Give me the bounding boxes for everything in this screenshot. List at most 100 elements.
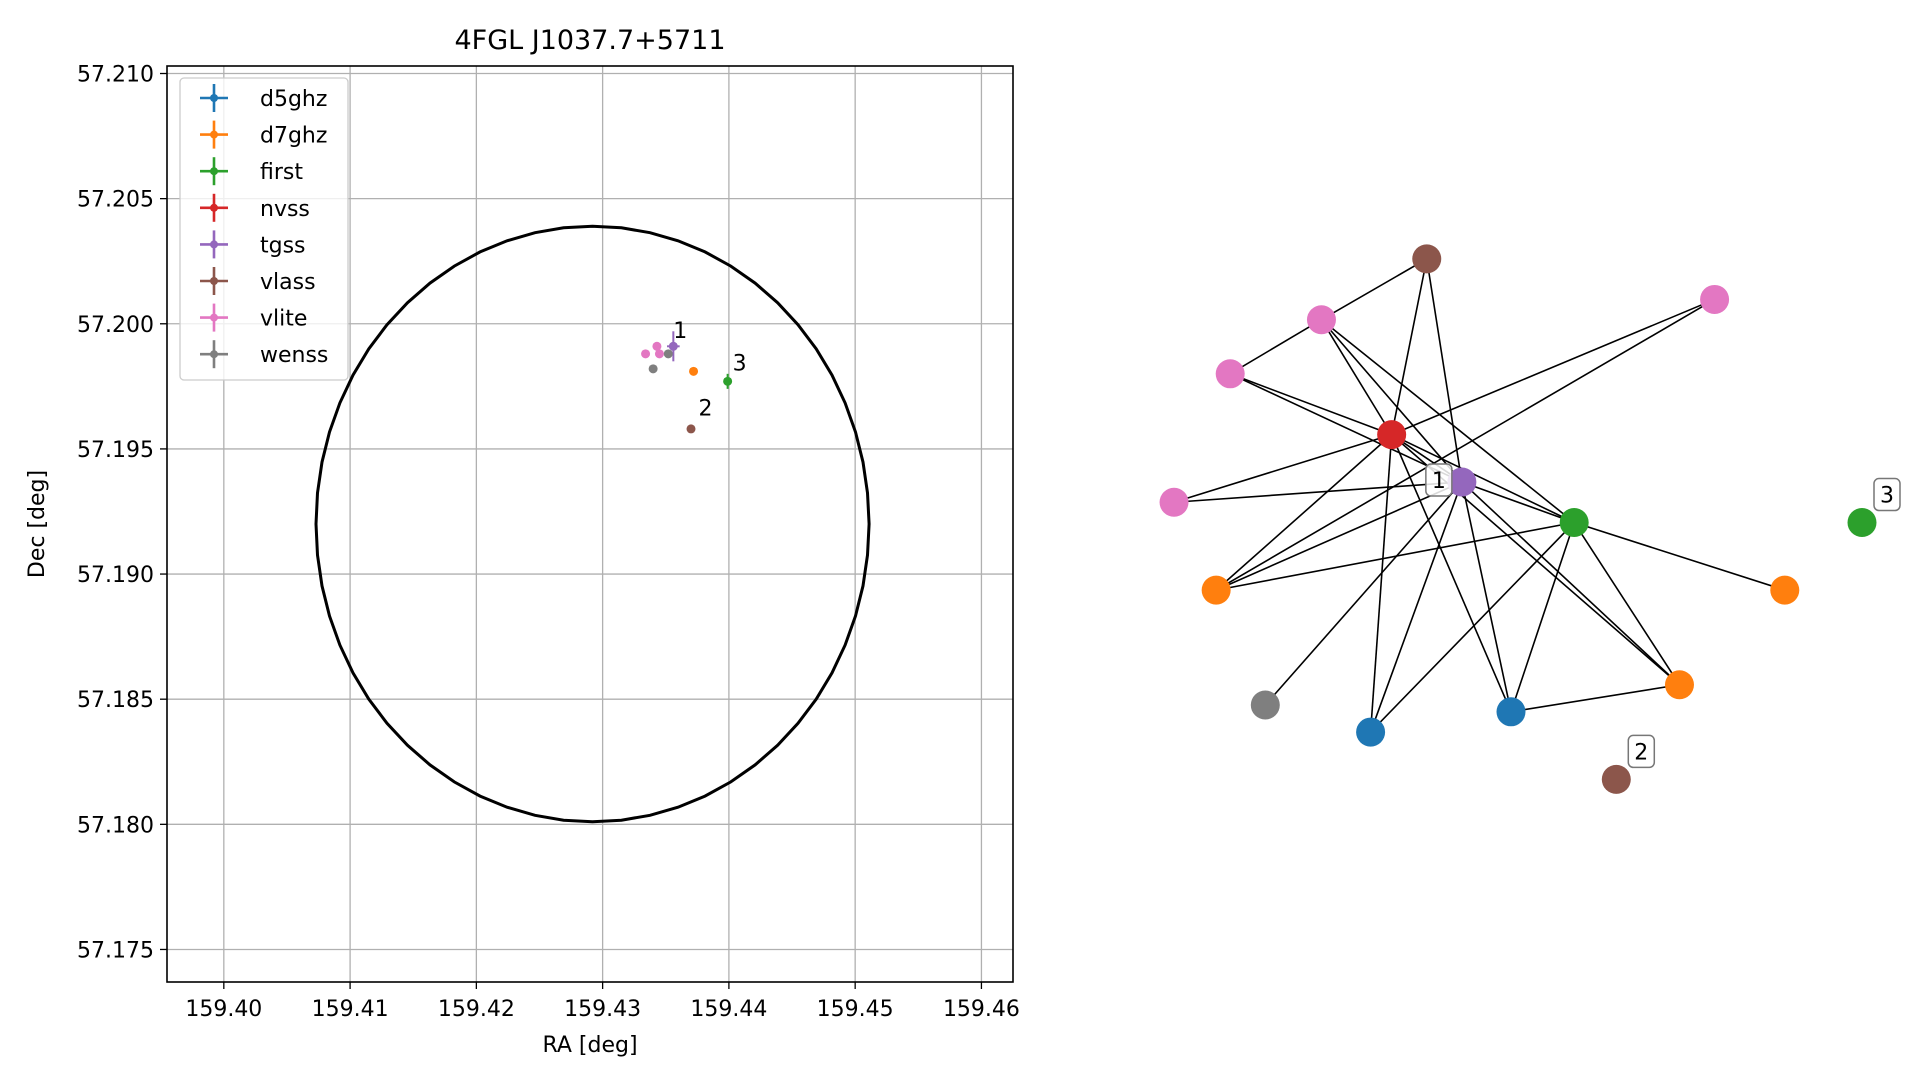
network-edge [1320, 319, 1463, 483]
data-point-wenss [663, 349, 673, 359]
network-edge [1510, 683, 1680, 713]
point-marker [689, 366, 699, 376]
x-tick-label: 159.41 [312, 997, 389, 1022]
point-marker [648, 364, 658, 374]
point-marker [654, 349, 664, 359]
x-tick-labels: 159.40 159.41 159.42 159.43 159.44 159.45 159.… [185, 982, 1020, 1022]
y-tick-label: 57.175 [77, 938, 154, 963]
network-edge [1216, 521, 1575, 591]
network-edge [1370, 521, 1575, 733]
network-edge [1425, 258, 1463, 483]
x-axis-label: RA [deg] [542, 1033, 637, 1058]
point-annotation: 3 [733, 351, 747, 376]
network-node-vlite [1215, 359, 1245, 389]
data-point-tgss [667, 331, 680, 362]
legend-label: vlite [260, 307, 307, 332]
network-node-d5ghz [1356, 717, 1386, 747]
network-node-wenss [1250, 690, 1280, 720]
network-node-vlite [1159, 487, 1189, 517]
network-graph-panel: 1 2 3 [1159, 244, 1901, 794]
legend-label: vlass [260, 270, 316, 295]
network-edge [1369, 481, 1463, 733]
network-edge [1461, 481, 1575, 524]
network-edge [1215, 434, 1393, 591]
network-node-d7ghz [1201, 575, 1231, 605]
network-nodes [1159, 244, 1877, 794]
legend-item-tgss: tgss [200, 230, 306, 259]
y-tick-label: 57.180 [77, 813, 154, 838]
legend-item-d7ghz: d7ghz [200, 120, 327, 149]
data-point-d7ghz [689, 366, 699, 376]
network-label: 1 [1425, 463, 1453, 497]
y-tick-label: 57.195 [77, 438, 154, 463]
point-marker [723, 376, 733, 386]
legend-item-d5ghz: d5ghz [200, 84, 327, 112]
network-edge [1390, 434, 1512, 713]
network-edge [1461, 481, 1512, 712]
data-point-vlite [641, 349, 651, 359]
network-node-first [1847, 508, 1877, 538]
legend-marker-dot [210, 130, 218, 139]
legend-item-nvss: nvss [200, 193, 310, 222]
legend-marker-dot [210, 94, 218, 102]
network-node-vlite [1700, 284, 1730, 314]
legend-items: d5ghz d7ghz first nvss tgss vlass vlite wenss [200, 84, 328, 369]
network-label-text: 2 [1634, 740, 1648, 765]
legend-box [179, 77, 349, 381]
network-edge [1391, 433, 1575, 524]
legend-label: nvss [260, 197, 310, 222]
legend: d5ghz d7ghz first nvss tgss vlass vlite wenss [179, 77, 349, 381]
network-edge [1320, 319, 1575, 524]
network-edge [1215, 298, 1715, 591]
network-edge [1573, 521, 1786, 591]
network-edges [1173, 258, 1786, 733]
network-edge [1215, 481, 1463, 591]
x-tick-label: 159.45 [817, 997, 894, 1022]
legend-item-vlite: vlite [200, 303, 307, 332]
network-edge [1461, 481, 1681, 686]
legend-marker-dot [210, 203, 218, 212]
legend-marker-dot [210, 167, 218, 176]
network-edge [1173, 433, 1392, 504]
legend-item-vlass: vlass [200, 267, 316, 295]
plot-title: 4FGL J1037.7+5711 [454, 25, 725, 56]
x-tick-label: 159.42 [438, 997, 515, 1022]
x-tick-label: 159.43 [564, 997, 641, 1022]
network-edge [1321, 258, 1428, 321]
legend-label: first [260, 160, 303, 185]
network-labels: 1 2 3 [1425, 463, 1901, 769]
data-point-vlite [654, 349, 664, 359]
point-marker [663, 349, 673, 359]
network-edge [1229, 319, 1322, 375]
data-point-first [723, 373, 733, 389]
network-label-box [1873, 477, 1901, 512]
legend-item-wenss: wenss [200, 340, 328, 369]
x-tick-label: 159.40 [185, 997, 262, 1022]
y-axis-label: Dec [deg] [25, 470, 50, 578]
network-node-vlass [1412, 244, 1442, 274]
point-marker [641, 349, 651, 359]
network-edge [1264, 481, 1463, 706]
network-label-box [1627, 734, 1656, 769]
legend-marker-dot [210, 240, 218, 249]
network-node-nvss [1377, 420, 1407, 450]
x-tick-label: 159.46 [943, 997, 1020, 1022]
network-edge [1391, 298, 1715, 436]
network-node-vlass [1601, 764, 1631, 794]
legend-label: tgss [260, 233, 306, 258]
legend-marker-dot [210, 277, 218, 285]
network-edge [1369, 434, 1393, 733]
network-edge [1390, 258, 1428, 435]
network-edge [1320, 319, 1393, 436]
network-label-text: 1 [1432, 469, 1446, 494]
plot-frame [166, 65, 1014, 983]
y-tick-label: 57.200 [77, 313, 154, 338]
grid-lines [167, 66, 1013, 982]
y-tick-label: 57.190 [77, 563, 154, 588]
data-point-vlass [686, 424, 696, 434]
point-annotation: 2 [699, 396, 713, 421]
point-annotation: 1 [673, 319, 687, 344]
error-ellipse [314, 224, 871, 824]
legend-label: d5ghz [260, 87, 327, 112]
